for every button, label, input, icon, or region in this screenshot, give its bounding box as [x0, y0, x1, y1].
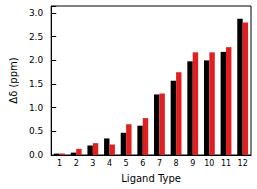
svg-text:6: 6 — [140, 159, 145, 168]
svg-text:Ligand Type: Ligand Type — [121, 173, 181, 184]
svg-text:2.0: 2.0 — [29, 55, 44, 65]
svg-text:1.0: 1.0 — [29, 103, 44, 113]
svg-text:3: 3 — [90, 159, 95, 168]
svg-text:1.5: 1.5 — [29, 79, 43, 89]
svg-text:3.0: 3.0 — [29, 8, 44, 18]
svg-text:9: 9 — [190, 159, 195, 168]
svg-text:2.5: 2.5 — [29, 32, 43, 42]
svg-text:10: 10 — [204, 159, 214, 168]
svg-text:1: 1 — [57, 159, 62, 168]
svg-text:7: 7 — [157, 159, 162, 168]
svg-text:2: 2 — [74, 159, 79, 168]
svg-text:0.0: 0.0 — [29, 150, 44, 160]
svg-text:8: 8 — [174, 159, 179, 168]
svg-text:11: 11 — [221, 159, 231, 168]
svg-text:12: 12 — [238, 159, 248, 168]
svg-text:5: 5 — [124, 159, 129, 168]
svg-text:0.5: 0.5 — [29, 126, 43, 136]
svg-text:4: 4 — [107, 159, 112, 168]
svg-text:Δδ (ppm): Δδ (ppm) — [8, 57, 19, 103]
